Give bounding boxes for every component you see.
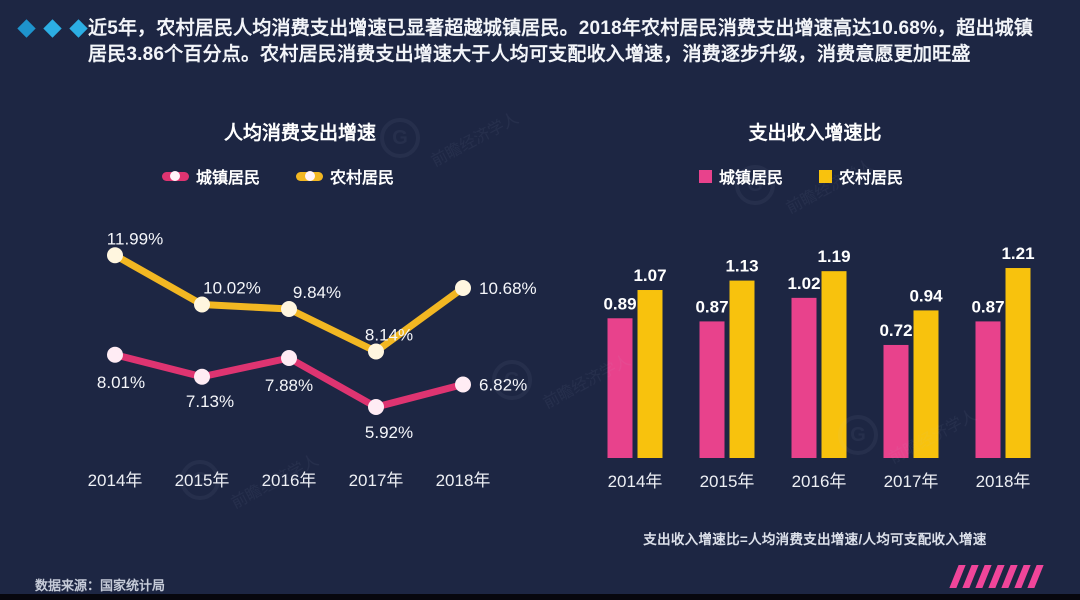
x-axis-tick: 2016年 [262, 471, 317, 490]
bar-chart-plot: 0.89 0.87 1.02 0.72 0.87 1.07 1.13 1.19 0.94 1.21… [603, 244, 1034, 491]
bottom-edge-bar [0, 594, 1080, 600]
legend-item-rural: 农村居民 [296, 164, 394, 188]
data-point [281, 350, 297, 366]
legend-label: 农村居民 [330, 170, 395, 187]
data-point [194, 368, 210, 385]
bar-chart-title: 支出收入增速比 [748, 123, 882, 144]
bar-chart-legend: 城镇居民 农村居民 [561, 164, 1041, 188]
data-label: 9.84% [293, 283, 341, 302]
bar [883, 344, 909, 458]
legend-item-urban: 城镇居民 [698, 164, 783, 188]
bar-value-label: 0.87 [971, 297, 1004, 316]
data-label: 8.14% [365, 326, 413, 345]
line-chart-legend: 城镇居民 农村居民 [38, 164, 518, 188]
x-axis-tick: 2017年 [884, 472, 939, 491]
stripe-icon [1027, 565, 1044, 588]
x-axis-tick: 2018年 [436, 471, 491, 490]
bar-chart-section: 支出收入增速比 城镇居民 农村居民 0.89 0.87 1.02 0.72 0.87 1.… [575, 105, 1055, 575]
swatch-dot [170, 171, 181, 181]
bar [913, 310, 939, 458]
bar [637, 290, 663, 458]
rural-bar-swatch [819, 169, 832, 183]
data-point [107, 346, 123, 363]
data-point [368, 343, 384, 360]
data-label: 6.82% [479, 376, 527, 395]
data-label: 7.13% [186, 392, 234, 411]
legend-label: 农村居民 [839, 170, 904, 187]
data-point [194, 296, 210, 313]
data-point [368, 399, 384, 415]
data-label: 11.99% [107, 229, 163, 248]
legend-item-urban: 城镇居民 [161, 164, 260, 188]
data-label: 8.01% [97, 373, 145, 392]
data-label: 5.92% [365, 423, 413, 442]
diamond-icon [17, 19, 36, 38]
x-axis-tick: 2017年 [349, 471, 404, 490]
data-point [455, 280, 471, 296]
diamond-icon [43, 19, 62, 38]
data-label: 7.88% [265, 376, 313, 395]
swatch-dot [304, 171, 315, 181]
data-point [455, 376, 471, 393]
bar [791, 297, 817, 458]
data-point [107, 247, 123, 264]
bar [975, 321, 1001, 458]
decorative-stripes [949, 565, 1044, 588]
ratio-formula-note: 支出收入增速比=人均消费支出增速/人均可支配收入增速 [643, 532, 987, 547]
bar [699, 321, 725, 458]
x-axis-tick: 2018年 [976, 472, 1031, 491]
bar-value-label: 0.72 [879, 321, 912, 340]
line-chart-section: 人均消费支出增速 城镇居民 农村居民 8.01% 7.13% 7.88% 5.92% 6… [60, 105, 540, 535]
x-axis-tick: 2014年 [608, 472, 663, 491]
bar-value-label: 1.21 [1001, 244, 1034, 263]
bar [607, 318, 633, 458]
bar-value-label: 1.13 [725, 257, 758, 276]
x-axis-tick: 2016年 [792, 472, 847, 491]
bar [821, 271, 847, 458]
legend-item-rural: 农村居民 [819, 164, 903, 188]
legend-label: 城镇居民 [718, 170, 783, 187]
data-source-label: 数据来源：国家统计局 [35, 578, 166, 593]
bar [729, 280, 755, 458]
data-label: 10.02% [203, 279, 261, 298]
legend-label: 城镇居民 [195, 170, 260, 187]
line-chart-plot: 8.01% 7.13% 7.88% 5.92% 6.82% 11.99% 10.02% 9.8… [88, 229, 537, 490]
bar-value-label: 1.07 [633, 266, 666, 285]
intro-text: 近5年，农村居民人均消费支出增速已显著超越城镇居民。2018年农村居民消费支出增… [88, 18, 1034, 65]
bar-value-label: 0.89 [603, 294, 636, 313]
bar-value-label: 0.87 [695, 297, 728, 316]
urban-bar-swatch [698, 169, 712, 183]
bar [1005, 268, 1031, 458]
data-point [281, 301, 297, 317]
urban-line-swatch [161, 171, 189, 181]
x-axis-tick: 2015年 [700, 472, 755, 491]
rural-line-swatch [296, 171, 323, 181]
bar-value-label: 1.02 [787, 274, 820, 293]
line-chart-title: 人均消费支出增速 [223, 123, 376, 144]
bar-value-label: 1.19 [817, 247, 850, 266]
x-axis-tick: 2015年 [175, 471, 230, 490]
bar-value-label: 0.94 [909, 286, 943, 305]
data-label: 10.68% [479, 279, 537, 298]
diamond-icon [69, 19, 88, 38]
header-diamonds [17, 19, 88, 38]
x-axis-tick: 2014年 [88, 471, 143, 490]
